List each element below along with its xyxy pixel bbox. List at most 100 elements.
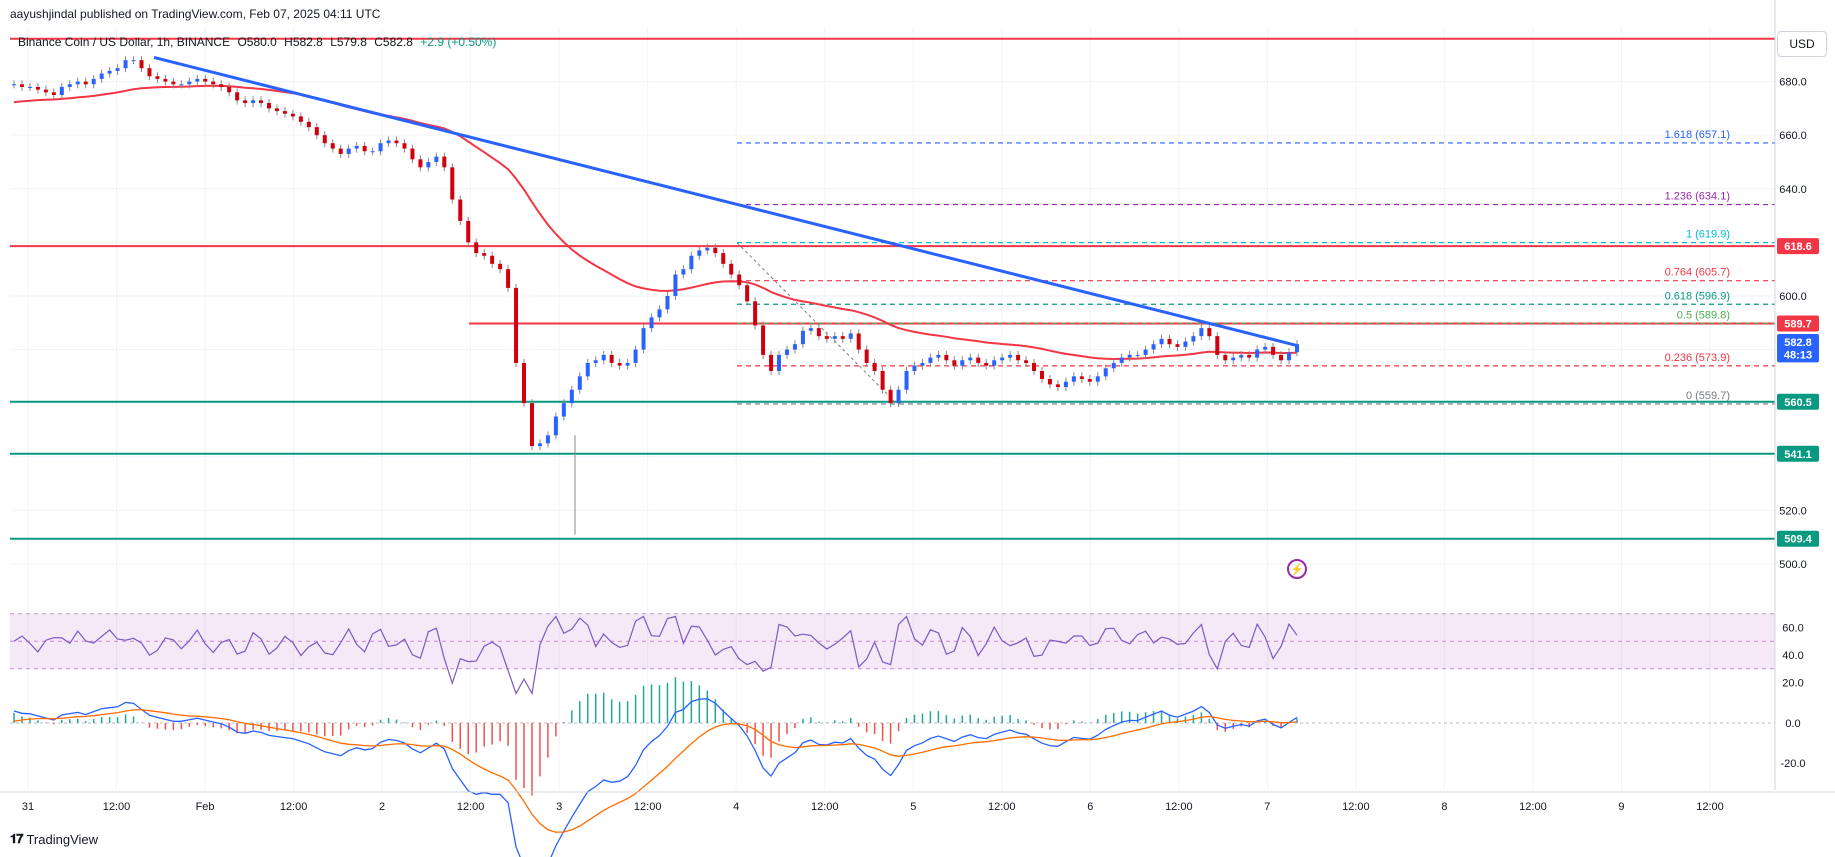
candle-body [880, 370, 885, 390]
time-tick-label: 12:00 [103, 801, 131, 813]
candle-body [968, 357, 973, 361]
candle-body [163, 78, 168, 82]
macd-line [13, 698, 1298, 857]
time-tick-label: 8 [1441, 801, 1447, 813]
fib-level-label: 1.236 (634.1) [1665, 191, 1730, 203]
fibonacci-levels: 1.618 (657.1) 1.236 (634.1) 1 (619.9) 0.764… [736, 129, 1775, 405]
candle-body [1024, 360, 1029, 363]
candle-body [259, 100, 264, 104]
candle-body [1199, 328, 1204, 337]
candle-body [410, 148, 415, 160]
ohlc-high: H582.8 [284, 35, 323, 49]
candle-body [306, 121, 311, 128]
candle-body [1207, 328, 1212, 337]
candle-body [354, 145, 359, 149]
candle-body [203, 78, 208, 82]
time-tick-label: 12:00 [988, 801, 1016, 813]
candle-body [777, 354, 782, 371]
candle-body [665, 295, 670, 310]
candle-body [378, 143, 383, 152]
price-change: +2.9 (+0.50%) [420, 35, 497, 49]
candle-body [522, 362, 527, 404]
rsi-pane: 60.0 40.0 20.0 [10, 613, 1804, 696]
candle-body [745, 285, 750, 302]
candle-body [952, 360, 957, 366]
macd-signal-line [13, 709, 1298, 833]
candle-body [1159, 338, 1164, 345]
candle-body [362, 145, 367, 152]
candle-body [346, 148, 351, 154]
candle-body [298, 116, 303, 122]
candle-body [99, 73, 104, 79]
candle-body [673, 274, 678, 296]
price-tag-label: 618.6 [1784, 241, 1812, 253]
brand-name: TradingView [26, 831, 99, 847]
candle-body [920, 362, 925, 366]
candle-body [705, 247, 710, 251]
candle-body [211, 81, 216, 85]
currency-button[interactable]: USD [1777, 31, 1827, 57]
time-tick-label: 2 [379, 801, 385, 813]
candle-body [12, 84, 16, 86]
candle-body [545, 435, 550, 444]
time-tick-label: 12:00 [1519, 801, 1547, 813]
candle-body [984, 362, 989, 366]
candle-body [386, 140, 391, 144]
price-tag [1777, 530, 1819, 547]
price-tick-label: 640.0 [1779, 184, 1807, 196]
rsi-tick-label: 40.0 [1782, 650, 1803, 662]
candle-body [617, 362, 622, 366]
price-tag [1777, 393, 1819, 410]
candle-body [219, 84, 224, 87]
candle-body [474, 242, 479, 254]
candle-body [689, 255, 694, 270]
candle-body [1295, 344, 1299, 353]
candle-body [569, 389, 574, 404]
candle-body [585, 362, 590, 377]
candle-body [1032, 362, 1037, 371]
candle-body [1047, 379, 1052, 385]
ohlc-open: O580.0 [237, 35, 277, 49]
candle-body [601, 354, 606, 361]
candle-body [769, 354, 774, 371]
candle-body [394, 140, 399, 144]
candle-body [282, 111, 287, 114]
price-tag [1777, 334, 1819, 351]
candle-body [609, 354, 614, 363]
candle-body [131, 60, 136, 62]
symbol-name: Binance Coin / US Dollar, 1h, BINANCE [18, 35, 231, 49]
candle-body [19, 84, 24, 87]
price-tag-label: 48:13 [1784, 349, 1812, 361]
candle-body [928, 357, 933, 363]
candle-body [625, 362, 630, 366]
price-tag [1777, 238, 1819, 255]
fib-level-label: 0 (559.7) [1686, 390, 1730, 402]
fib-level-label: 0.5 (589.8) [1677, 309, 1730, 321]
candle-body [187, 81, 192, 85]
candle-body [227, 86, 232, 93]
candle-body [1191, 336, 1196, 342]
candles [12, 56, 1299, 535]
time-tick-label: 6 [1087, 801, 1093, 813]
candle-body [51, 92, 56, 95]
price-tag-label: 560.5 [1784, 397, 1812, 409]
candle-body [274, 108, 279, 112]
lightning-icon[interactable]: ⚡ [1287, 559, 1307, 579]
candle-body [418, 159, 423, 168]
candle-body [593, 360, 598, 363]
candle-body [976, 357, 981, 363]
ohlc-close: C582.8 [374, 35, 413, 49]
candle-body [75, 81, 80, 85]
candle-body [1143, 349, 1148, 355]
macd-tick-label: 0.0 [1785, 718, 1800, 730]
candle-body [458, 199, 463, 221]
candle-body [1215, 336, 1220, 355]
candle-body [1111, 362, 1116, 369]
footer-brand[interactable]: 𝟏𝟕 TradingView [10, 831, 98, 847]
macd-pane: 0.0 -20.0 [10, 677, 1806, 857]
candle-body [115, 68, 120, 71]
rsi-tick-label: 60.0 [1782, 623, 1803, 635]
candle-body [1135, 354, 1140, 356]
candle-body [960, 360, 965, 366]
